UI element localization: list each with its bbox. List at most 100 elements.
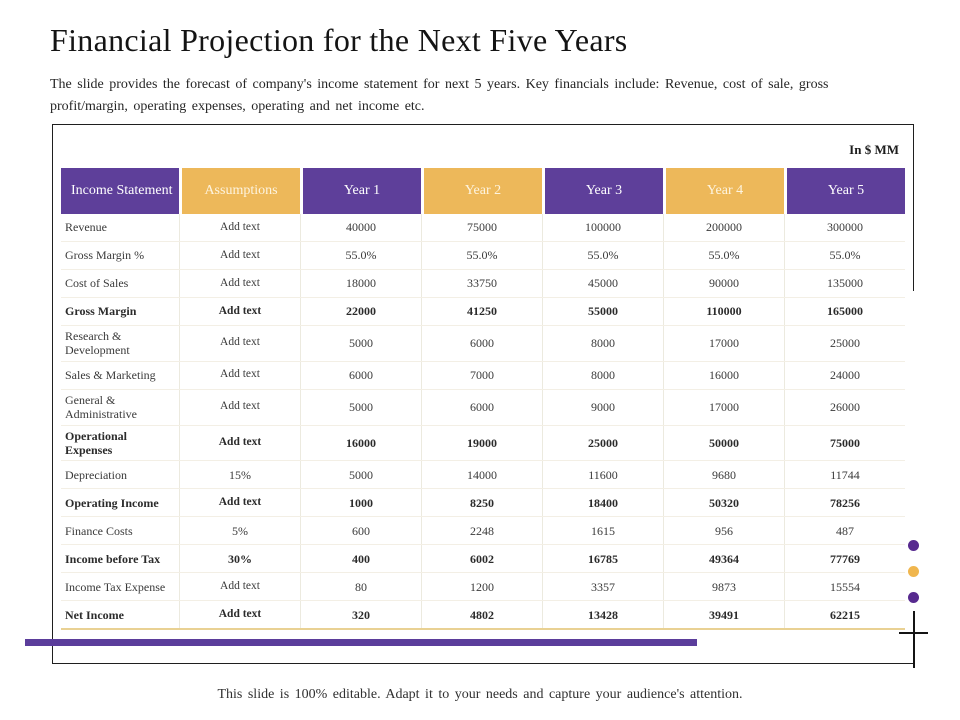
- assumption-add-text-placeholder[interactable]: Add text: [179, 425, 300, 461]
- value-cell: 55.0%: [663, 242, 784, 269]
- value-cell: 1000: [300, 489, 421, 517]
- units-label: In $ MM: [849, 142, 899, 157]
- value-cell: 6000: [300, 361, 421, 389]
- value-cell: 5000: [300, 461, 421, 489]
- value-cell: 77769: [784, 545, 905, 573]
- value-cell: 55000: [542, 298, 663, 325]
- row-label: Gross Margin: [65, 304, 137, 319]
- row-label: Revenue: [65, 220, 107, 235]
- value-cell: 11744: [784, 461, 905, 489]
- value-cell: 62215: [784, 601, 905, 629]
- value-cell: 80: [300, 573, 421, 601]
- value-cell: 26000: [784, 389, 905, 425]
- table-row: Gross Margin % Add text 55.0% 55.0% 55.0% 55.…: [61, 242, 905, 270]
- value-cell: 33750: [421, 270, 542, 297]
- assumption-add-text-placeholder[interactable]: Add text: [179, 489, 300, 517]
- assumption-add-text-placeholder[interactable]: Add text: [179, 389, 300, 425]
- assumption-add-text-placeholder[interactable]: Add text: [179, 601, 300, 629]
- value-cell: 9680: [663, 461, 784, 489]
- crosshair-horizontal-line: [899, 632, 928, 634]
- assumption-value: 15%: [179, 461, 300, 489]
- value-cell: 25000: [542, 425, 663, 461]
- value-cell: 200000: [663, 214, 784, 241]
- row-label: Income before Tax: [65, 551, 161, 566]
- value-cell: 8000: [542, 326, 663, 361]
- value-cell: 4802: [421, 601, 542, 629]
- value-cell: 19000: [421, 425, 542, 461]
- table-row: Sales & Marketing Add text 6000 7000 8000 160…: [61, 361, 905, 390]
- value-cell: 55.0%: [784, 242, 905, 269]
- table-row: Cost of Sales Add text 18000 33750 45000 9000…: [61, 270, 905, 298]
- assumption-add-text-placeholder[interactable]: Add text: [179, 573, 300, 601]
- column-header: Assumptions: [182, 168, 300, 214]
- column-header: Year 4: [666, 168, 784, 214]
- value-cell: 90000: [663, 270, 784, 297]
- financial-table: In $ MM Income Statement Assumptions Year …: [52, 124, 916, 664]
- value-cell: 600: [300, 517, 421, 545]
- row-label: Research & Development: [65, 329, 130, 358]
- page-title: Financial Projection for the Next Five Y…: [50, 22, 628, 58]
- row-label: Gross Margin %: [65, 248, 145, 263]
- slide-description: The slide provides the forecast of compa…: [50, 77, 829, 114]
- assumption-add-text-placeholder[interactable]: Add text: [179, 326, 300, 361]
- assumption-add-text-placeholder[interactable]: Add text: [179, 242, 300, 269]
- border-gap: [910, 291, 916, 615]
- assumption-add-text-placeholder[interactable]: Add text: [179, 361, 300, 389]
- row-label: Income Tax Expense: [65, 579, 166, 594]
- value-cell: 1615: [542, 517, 663, 545]
- table-row: Operational Expenses Add text 16000 19000 25…: [61, 425, 905, 462]
- value-cell: 24000: [784, 361, 905, 389]
- value-cell: 165000: [784, 298, 905, 325]
- value-cell: 75000: [421, 214, 542, 241]
- value-cell: 39491: [663, 601, 784, 629]
- value-cell: 3357: [542, 573, 663, 601]
- decorative-dots: [908, 540, 919, 603]
- value-cell: 100000: [542, 214, 663, 241]
- value-cell: 55.0%: [300, 242, 421, 269]
- column-header: Year 1: [303, 168, 421, 214]
- crosshair-vertical-line: [913, 611, 915, 668]
- decorative-dot: [908, 566, 919, 577]
- value-cell: 15554: [784, 573, 905, 601]
- table-row: Income Tax Expense Add text 80 1200 3357 9873…: [61, 573, 905, 602]
- value-cell: 18000: [300, 270, 421, 297]
- value-cell: 18400: [542, 489, 663, 517]
- row-label: General & Administrative: [65, 392, 137, 422]
- column-header: Year 3: [545, 168, 663, 214]
- column-header: Income Statement: [61, 168, 179, 214]
- value-cell: 45000: [542, 270, 663, 297]
- value-cell: 55.0%: [421, 242, 542, 269]
- value-cell: 17000: [663, 326, 784, 361]
- value-cell: 40000: [300, 214, 421, 241]
- value-cell: 16000: [300, 425, 421, 461]
- value-cell: 956: [663, 517, 784, 545]
- row-label: Net Income: [65, 607, 124, 622]
- row-label: Cost of Sales: [65, 276, 129, 291]
- assumption-add-text-placeholder[interactable]: Add text: [179, 298, 300, 325]
- table-row: Gross Margin Add text 22000 41250 55000 11000…: [61, 298, 905, 326]
- value-cell: 55.0%: [542, 242, 663, 269]
- assumption-add-text-placeholder[interactable]: Add text: [179, 270, 300, 297]
- value-cell: 50000: [663, 425, 784, 461]
- value-cell: 1200: [421, 573, 542, 601]
- table-row: Revenue Add text 40000 75000 100000 200000 300…: [61, 214, 905, 242]
- value-cell: 25000: [784, 326, 905, 361]
- footer-note: This slide is 100% editable. Adapt it to…: [217, 687, 743, 702]
- value-cell: 135000: [784, 270, 905, 297]
- row-label: Sales & Marketing: [65, 368, 156, 383]
- table-row: Income before Tax 30% 400 6002 16785 49364 777…: [61, 545, 905, 574]
- table-row: Depreciation 15% 5000 14000 11600 9680 11744: [61, 461, 905, 490]
- value-cell: 6000: [421, 389, 542, 425]
- column-header: Year 5: [787, 168, 905, 214]
- value-cell: 17000: [663, 389, 784, 425]
- table-row: Net Income Add text 320 4802 13428 39491 62215: [61, 601, 905, 631]
- value-cell: 75000: [784, 425, 905, 461]
- value-cell: 16785: [542, 545, 663, 573]
- row-label: Finance Costs: [65, 523, 133, 538]
- value-cell: 300000: [784, 214, 905, 241]
- value-cell: 49364: [663, 545, 784, 573]
- value-cell: 487: [784, 517, 905, 545]
- value-cell: 110000: [663, 298, 784, 325]
- assumption-add-text-placeholder[interactable]: Add text: [179, 214, 300, 241]
- value-cell: 400: [300, 545, 421, 573]
